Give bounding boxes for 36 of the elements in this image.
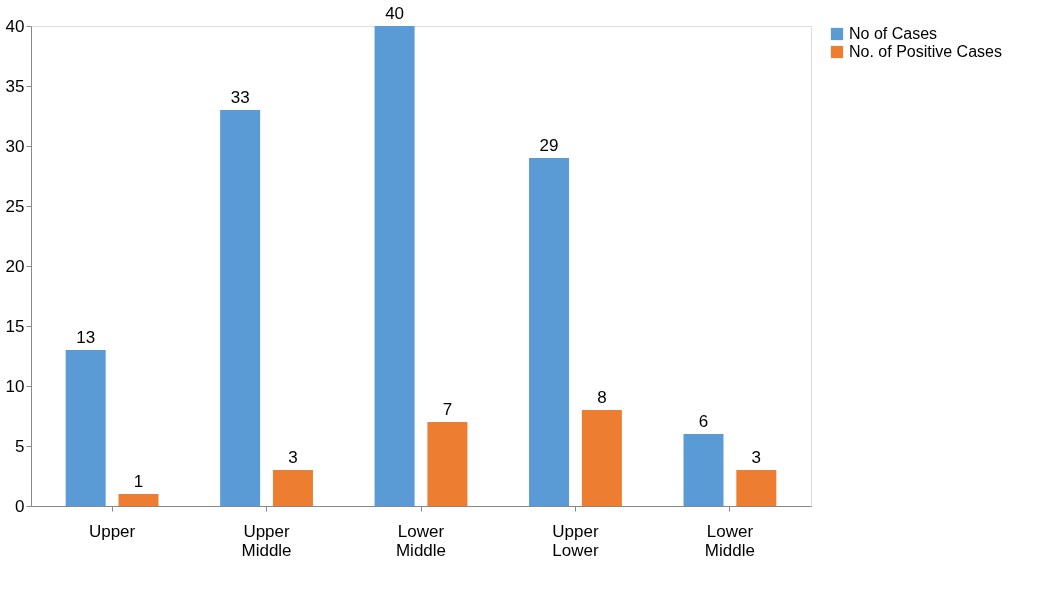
data-label: 33 <box>230 88 250 107</box>
data-label: 6 <box>698 412 709 431</box>
bar <box>529 158 570 506</box>
y-tick-label: 20 <box>5 256 25 276</box>
y-tick-label: 30 <box>5 136 25 156</box>
bar <box>272 470 313 506</box>
data-label: 40 <box>385 4 405 23</box>
x-tick-label: Lower Middle <box>704 521 755 560</box>
y-tick-label: 35 <box>5 76 25 96</box>
data-label: 13 <box>76 328 96 347</box>
x-tick-label: Upper Lower <box>552 521 599 560</box>
bar <box>581 410 622 506</box>
bar <box>118 494 159 506</box>
y-tick-label: 0 <box>15 496 25 516</box>
y-tick-label: 40 <box>5 16 25 36</box>
data-label: 8 <box>597 388 607 407</box>
bar <box>427 422 468 506</box>
bar <box>736 470 777 506</box>
data-label: 3 <box>288 448 298 467</box>
x-tick-label: Upper <box>88 521 136 541</box>
y-tick-label: 10 <box>5 376 25 396</box>
y-tick-label: 25 <box>5 196 25 216</box>
data-label: 1 <box>133 472 144 491</box>
legend-label: No. of Positive Cases <box>849 43 1002 60</box>
bar <box>220 110 261 506</box>
bar <box>65 350 106 506</box>
data-label: 7 <box>442 400 453 419</box>
y-tick-label: 5 <box>15 436 25 456</box>
legend-label: No of Cases <box>849 25 938 42</box>
x-tick-label: Upper Middle <box>241 521 292 560</box>
x-tick-label: Lower Middle <box>395 521 447 560</box>
bar <box>683 434 724 506</box>
bar <box>374 26 415 506</box>
y-tick-label: 15 <box>5 316 25 336</box>
data-label: 29 <box>539 136 559 155</box>
data-label: 3 <box>751 448 762 467</box>
